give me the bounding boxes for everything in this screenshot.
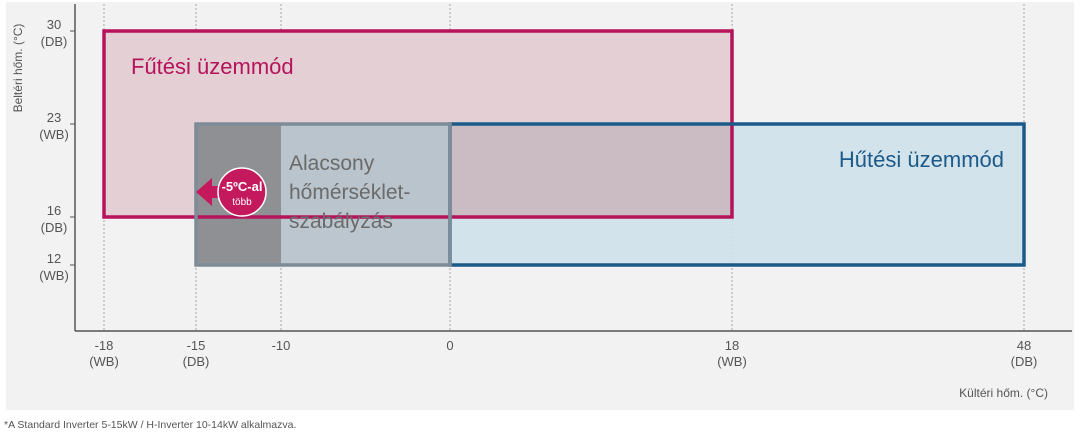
- y-tick-label: 16: [47, 203, 61, 218]
- y-tick-label: 23: [47, 110, 61, 125]
- extension-badge: -5ºC-al több: [196, 167, 267, 217]
- y-tick-sub: (DB): [41, 34, 68, 49]
- badge-line-2: több: [232, 197, 252, 208]
- low-temp-label-line-3: szabályzás: [289, 210, 393, 233]
- grid-lines: [103, 4, 1025, 331]
- x-tick-sub: (DB): [1011, 354, 1038, 369]
- y-tick-label: 30: [47, 17, 61, 32]
- y-tick-sub: (DB): [41, 220, 68, 235]
- heating-mode-label: Fűtési üzemmód: [131, 54, 294, 79]
- badge-circle: [217, 167, 267, 217]
- y-tick-sub: (WB): [39, 268, 69, 283]
- x-tick-label: -10: [272, 338, 291, 353]
- tick-labels: 30(DB)23(WB)16(DB)12(WB)-18(WB)-15(DB)-1…: [39, 17, 1037, 369]
- badge-line-1: -5ºC-al: [222, 179, 263, 194]
- x-tick-label: 18: [725, 338, 739, 353]
- x-axis-title: Kültéri hőm. (°C): [959, 386, 1048, 400]
- x-tick-sub: (WB): [89, 354, 119, 369]
- low-temp-label-line-1: Alacsony: [289, 152, 375, 175]
- low-temp-label-line-2: hőmérséklet-: [289, 181, 410, 204]
- footnote: *A Standard Inverter 5-15kW / H-Inverter…: [4, 419, 297, 431]
- x-tick-label: 0: [446, 338, 453, 353]
- x-tick-label: 48: [1017, 338, 1031, 353]
- x-tick-label: -18: [95, 338, 114, 353]
- cooling-mode-label: Hűtési üzemmód: [839, 147, 1004, 172]
- low-temp-border: [194, 122, 452, 267]
- x-tick-sub: (WB): [717, 354, 747, 369]
- x-tick-sub: (DB): [183, 354, 210, 369]
- overlap-region: [450, 124, 732, 217]
- axes: [70, 4, 1072, 332]
- arrow-left-icon: [196, 178, 230, 206]
- operating-range-chart: 30(DB)23(WB)16(DB)12(WB)-18(WB)-15(DB)-1…: [11, 4, 1072, 400]
- y-tick-label: 12: [47, 251, 61, 266]
- regions: [102, 29, 1026, 267]
- y-axis-title: Beltéri hőm. (°C): [11, 24, 25, 113]
- x-tick-label: -15: [187, 338, 206, 353]
- y-tick-sub: (WB): [39, 127, 69, 142]
